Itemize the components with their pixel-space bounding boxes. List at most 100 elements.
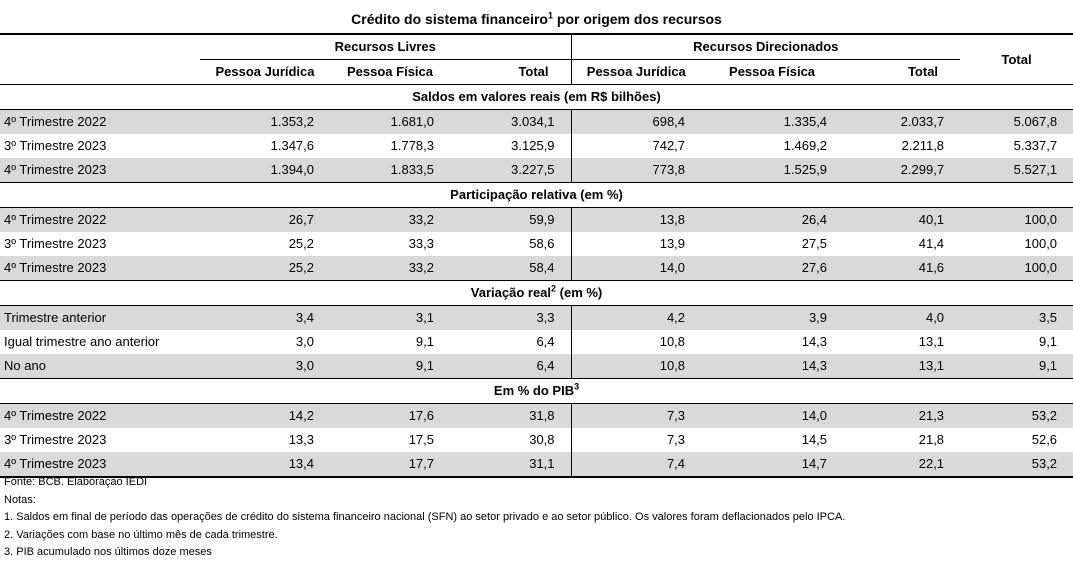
table-cell: 21,8 [918, 432, 945, 447]
table-cell: 7,3 [666, 432, 686, 447]
section-header-row: Saldos em valores reais (em R$ bilhões) [0, 84, 1073, 110]
table-cell: 14,3 [701, 354, 844, 379]
section-title-text: Em % do PIB [493, 383, 575, 398]
table-cell: 41,4 [918, 236, 945, 251]
table-row: 4º Trimestre 2022 1.353,2 1.681,0 3.034,1 69… [0, 109, 1073, 134]
table-cell: 1.469,2 [783, 138, 828, 153]
table-cell: 3.034,1 [450, 109, 572, 134]
table-cell: 3,1 [330, 305, 450, 330]
section-title: Variação real2 (em %) [0, 280, 1073, 306]
table-cell: 1.347,6 [270, 138, 314, 153]
table-cell: 3,0 [200, 354, 330, 379]
table-cell: 9,1 [960, 354, 1073, 379]
table-row: 4º Trimestre 2023 25,2 33,2 58,4 14,0 27,6 41,… [0, 256, 1073, 281]
table-title-footnote-mark: 1 [547, 10, 553, 21]
table-cell: 33,2 [330, 207, 450, 232]
table-cell: 17,5 [408, 432, 434, 447]
table-cell: 30,8 [450, 428, 572, 452]
header-total: Total [960, 33, 1073, 85]
table-cell: 100,0 [960, 207, 1073, 232]
table-cell: 53,2 [960, 403, 1073, 428]
table-cell: 3,0 [295, 334, 314, 349]
table-cell: 6,4 [450, 330, 572, 354]
table-cell: 13,1 [918, 334, 945, 349]
table-cell: 14,3 [801, 334, 828, 349]
table-cell: 41,6 [843, 256, 961, 281]
table-cell: 10,8 [659, 334, 686, 349]
table-header: Recursos Livres Recursos Direcionados To… [0, 33, 1073, 85]
table-cell: 773,8 [571, 158, 702, 183]
row-label: Trimestre anterior [0, 305, 200, 330]
table-cell: 25,2 [200, 256, 330, 281]
section-title-text: Participação relativa (em %) [450, 187, 623, 202]
row-label: 4º Trimestre 2022 [0, 207, 200, 232]
table-cell: 2.211,8 [901, 138, 945, 153]
table-cell: 58,4 [450, 256, 572, 281]
row-label: 3º Trimestre 2023 [4, 432, 107, 447]
table-cell: 10,8 [571, 354, 702, 379]
table-cell: 26,4 [701, 207, 844, 232]
table-cell: 100,0 [960, 256, 1073, 281]
table-cell: 100,0 [1024, 236, 1058, 251]
table-title-text: Crédito do sistema financeiro [351, 11, 548, 27]
table-cell: 3,4 [200, 305, 330, 330]
table-row: Trimestre anterior 3,4 3,1 3,3 4,2 3,9 4,0 3,5 [0, 305, 1073, 330]
table-cell: 3,5 [960, 305, 1073, 330]
row-label: 4º Trimestre 2023 [0, 256, 200, 281]
table-cell: 7,4 [571, 452, 702, 478]
table-cell: 1.681,0 [330, 109, 450, 134]
table-cell: 17,6 [330, 403, 450, 428]
table-cell: 13,4 [200, 452, 330, 478]
table-row: 4º Trimestre 2022 26,7 33,2 59,9 13,8 26,4 40,… [0, 207, 1073, 232]
table-cell: 59,9 [450, 207, 572, 232]
credit-table: Recursos Livres Recursos Direcionados To… [0, 33, 1073, 478]
row-label: No ano [0, 354, 200, 379]
table-cell: 33,2 [330, 256, 450, 281]
table-row: 3º Trimestre 2023 13,3 17,5 30,8 7,3 14,5 21,8… [0, 428, 1073, 452]
table-cell: 7,3 [571, 403, 702, 428]
section-title-suffix: (em %) [556, 285, 603, 300]
row-label: 3º Trimestre 2023 [4, 236, 107, 251]
table-cell: 13,3 [288, 432, 314, 447]
section-title: Participação relativa (em %) [0, 182, 1073, 208]
table-cell: 58,6 [450, 232, 572, 256]
table-cell: 2.299,7 [843, 158, 961, 183]
table-cell: 25,2 [288, 236, 314, 251]
table-cell: 14,2 [200, 403, 330, 428]
table-cell: 3.125,9 [450, 134, 572, 158]
row-label: Igual trimestre ano anterior [4, 334, 160, 349]
section-header-row: Variação real2 (em %) [0, 280, 1073, 306]
table-row: 3º Trimestre 2023 25,2 33,3 58,6 13,9 27,5 41,… [0, 232, 1073, 256]
table-cell: 1.833,5 [330, 158, 450, 183]
table-title-suffix: por origem dos recursos [553, 11, 722, 27]
table-cell: 1.335,4 [701, 109, 844, 134]
header-livres-pf: Pessoa Física [347, 64, 433, 79]
table-cell: 3,3 [450, 305, 572, 330]
table-cell: 9,1 [415, 334, 434, 349]
table-cell: 13,1 [843, 354, 961, 379]
section-title-text: Variação real [470, 285, 552, 300]
note-3: 3. PIB acumulado nos últimos doze meses [4, 546, 212, 558]
table-cell: 31,1 [450, 452, 572, 478]
header-recursos-direcionados: Recursos Direcionados [571, 33, 961, 60]
table-cell: 3.227,5 [450, 158, 572, 183]
table-cell: 27,5 [801, 236, 828, 251]
table-title: Crédito do sistema financeiro1 por orige… [0, 8, 1073, 30]
header-direcionados-total: Total [907, 64, 939, 79]
table-cell: 17,7 [330, 452, 450, 478]
table-cell: 14,5 [801, 432, 828, 447]
table-row: Igual trimestre ano anterior 3,0 9,1 6,4 10,… [0, 330, 1073, 354]
table-cell: 1.353,2 [200, 109, 330, 134]
table-row: No ano 3,0 9,1 6,4 10,8 14,3 13,1 9,1 [0, 354, 1073, 379]
table-cell: 3,9 [701, 305, 844, 330]
note-source: Fonte: BCB. Elaboração IEDI [4, 476, 148, 488]
table-cell: 13,8 [571, 207, 702, 232]
table-cell: 5.527,1 [960, 158, 1073, 183]
header-sub-row: Pessoa Jurídica Pessoa Física Total Pess… [0, 59, 1073, 85]
table-row: 4º Trimestre 2023 13,4 17,7 31,1 7,4 14,7 22,1… [0, 452, 1073, 478]
row-label: 3º Trimestre 2023 [4, 138, 107, 153]
table-cell: 31,8 [450, 403, 572, 428]
row-label: 4º Trimestre 2022 [0, 109, 200, 134]
header-group-row: Recursos Livres Recursos Direcionados To… [0, 33, 1073, 85]
table-cell: 26,7 [200, 207, 330, 232]
